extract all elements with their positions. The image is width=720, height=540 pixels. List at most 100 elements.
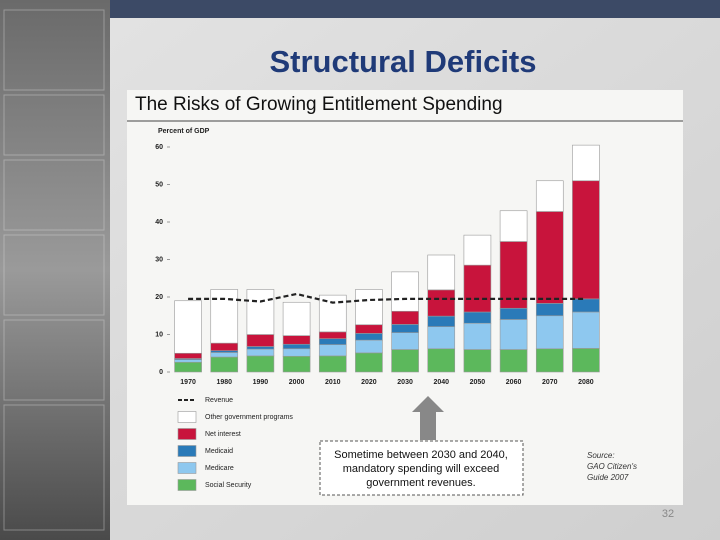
bar-segment [391, 310, 419, 325]
callout-line: Sometime between 2030 and 2040, [334, 449, 508, 461]
bar-segment [282, 343, 311, 350]
bar-segment [391, 332, 419, 350]
page-number: 32 [662, 508, 674, 520]
x-tick-label: 1980 [216, 379, 232, 386]
arrow [412, 396, 444, 440]
bar-segment [499, 319, 528, 350]
bar-segment [246, 334, 275, 347]
bar-segment [246, 289, 275, 335]
bar-segment [282, 301, 311, 336]
y-tick-label: 10 [155, 331, 163, 338]
x-tick-label: 2060 [506, 379, 522, 386]
x-tick-label: 2040 [433, 379, 449, 386]
y-tick-label: 40 [155, 219, 163, 226]
y-axis-label: Percent of GDP [158, 128, 210, 135]
bar-segment [499, 349, 528, 373]
bar-segment [572, 348, 600, 373]
bar-segment [463, 234, 492, 266]
bar-segment [391, 324, 419, 333]
legend-label: Net interest [205, 431, 241, 438]
bar-segment [355, 333, 383, 341]
bar-segment [535, 348, 564, 373]
x-tick-label: 2070 [542, 379, 558, 386]
bar-segment [210, 352, 239, 358]
bar-segment [318, 355, 347, 373]
bar-segment [174, 300, 202, 354]
top-band [110, 0, 720, 18]
bar-segment [282, 335, 311, 345]
bar-segment [535, 211, 564, 304]
bar-segment [282, 348, 311, 357]
bar-segment [463, 264, 492, 313]
slide-title: Structural Deficits [269, 44, 536, 79]
bar-segment [463, 311, 492, 324]
chart-title: The Risks of Growing Entitlement Spendin… [135, 94, 503, 115]
bar-segment [174, 359, 202, 363]
bar-segment [246, 355, 275, 373]
bar-segment [572, 311, 600, 349]
photo-tiles [3, 9, 105, 531]
bar-segment [463, 322, 492, 350]
x-tick-label: 2000 [289, 379, 305, 386]
bar-segment [318, 344, 347, 357]
bar-segment [355, 352, 383, 373]
bar-segment [391, 271, 419, 312]
callout-box [319, 440, 524, 496]
legend-label: Social Security [205, 482, 252, 489]
bar-segment [282, 355, 311, 373]
bar-segment [427, 254, 456, 291]
bar-segment [355, 324, 383, 334]
bar-segment [174, 352, 202, 359]
x-tick-label: 2020 [361, 379, 377, 386]
bar-segment [427, 348, 456, 373]
bar-segment [572, 180, 600, 300]
bar-segment [499, 241, 528, 309]
bar-segment [535, 180, 564, 212]
bar-segment [210, 289, 239, 344]
bar-segment [572, 144, 600, 182]
bar-segment [572, 298, 600, 313]
legend-swatch [177, 462, 197, 474]
bar-segment [174, 361, 202, 373]
x-tick-label: 1990 [253, 379, 269, 386]
bar-segment [535, 315, 564, 350]
bar-segment [318, 331, 347, 339]
legend-swatch [177, 445, 197, 457]
source-line: GAO Citizen's [587, 462, 637, 471]
bar-segment [499, 307, 528, 320]
bar-segment [246, 346, 275, 350]
bar-segment [427, 315, 456, 327]
callout-line: mandatory spending will exceed [343, 463, 500, 475]
photo-strip [0, 0, 110, 540]
legend-swatch [177, 479, 197, 491]
y-tick-label: 30 [155, 256, 163, 263]
y-tick-label: 20 [155, 294, 163, 301]
legend-label: Medicaid [205, 448, 233, 455]
bar-segment [210, 342, 239, 351]
bar-segment [535, 303, 564, 317]
bar-segment [246, 348, 275, 357]
x-tick-label: 2010 [325, 379, 341, 386]
x-tick-label: 2080 [578, 379, 594, 386]
bar-segment [391, 349, 419, 373]
legend-swatch [177, 428, 197, 440]
bar-segment [210, 356, 239, 373]
y-tick-label: 0 [159, 369, 163, 376]
bar-segment [318, 338, 347, 345]
bar-segment [355, 289, 383, 326]
bar-segment [427, 326, 456, 350]
bar-segment [427, 289, 456, 317]
y-tick-label: 60 [155, 144, 163, 151]
revenue-line [188, 292, 586, 304]
legend-label: Medicare [205, 465, 234, 472]
bar-segment [463, 349, 492, 373]
x-tick-label: 1970 [180, 379, 196, 386]
callout-line: government revenues. [366, 477, 475, 489]
x-tick-label: 2030 [397, 379, 413, 386]
x-tick-label: 2050 [470, 379, 486, 386]
legend-label: Other government programs [205, 414, 293, 421]
bar-segment [499, 210, 528, 242]
source-line: Guide 2007 [587, 473, 629, 482]
legend-swatch [177, 411, 197, 423]
